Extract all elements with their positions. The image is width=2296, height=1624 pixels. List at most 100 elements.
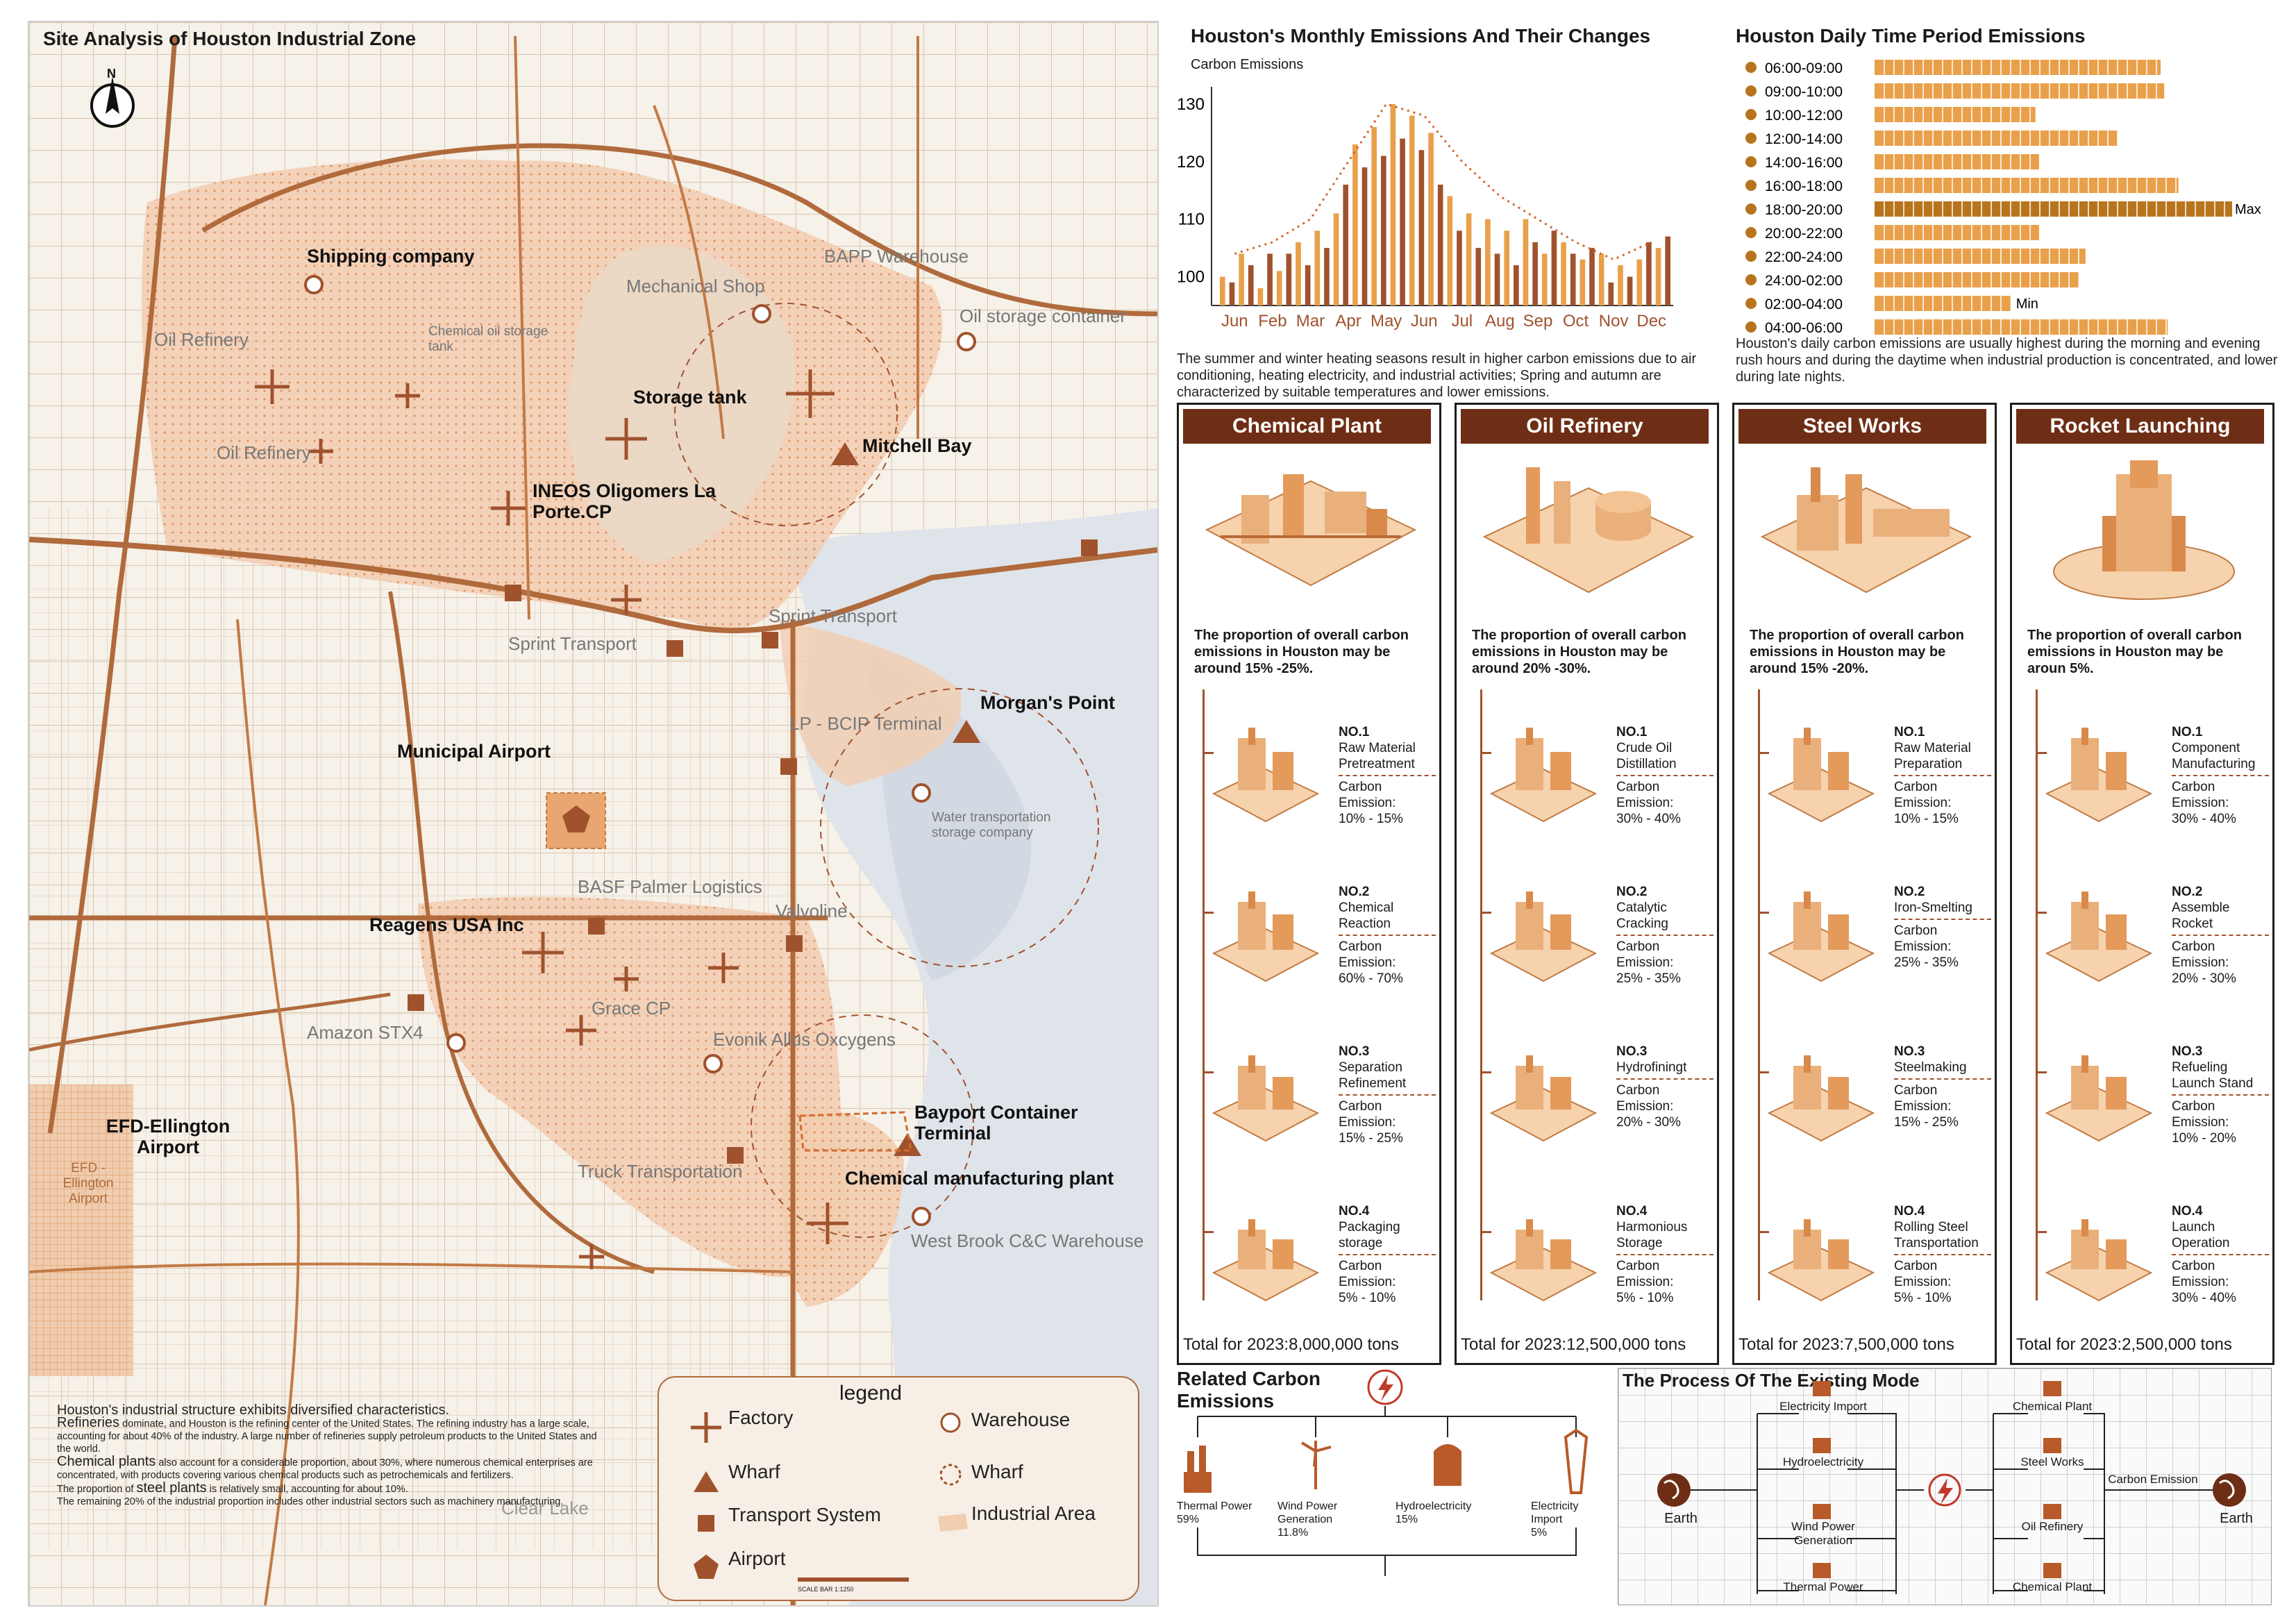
step-emission-label: Carbon Emission: bbox=[1616, 1259, 1674, 1289]
step-divider bbox=[1339, 935, 1436, 936]
monthly-x-tick: Jul bbox=[1451, 312, 1473, 330]
monthly-bar bbox=[1428, 133, 1434, 305]
label-municipal: Municipal Airport bbox=[397, 741, 551, 762]
monthly-x-tick: Feb bbox=[1258, 312, 1287, 330]
step-number: NO.2 bbox=[1894, 885, 1925, 899]
step-emission-value: 60% - 70% bbox=[1339, 971, 1403, 986]
process-left-node-0: Electricity Import bbox=[1779, 1400, 1867, 1413]
step-emission-label: Carbon Emission: bbox=[2172, 1259, 2229, 1289]
monthly-bar bbox=[1618, 265, 1623, 305]
related-item-0: Thermal Power 59% bbox=[1177, 1500, 1260, 1526]
step-emission-value: 30% - 40% bbox=[1616, 812, 1681, 826]
process-title: The Process Of The Existing Mode bbox=[1623, 1370, 1920, 1391]
process-step: NO.3 Hydrofiningt Carbon Emission: 20% - 30… bbox=[1616, 1044, 1713, 1130]
label-ineos: INEOS Oligomers La Porte.CP bbox=[533, 480, 717, 522]
column-title: Steel Works bbox=[1738, 409, 1986, 444]
step-emission-label: Carbon Emission: bbox=[1616, 939, 1674, 970]
process-left-node-3: Thermal Power bbox=[1783, 1580, 1863, 1593]
step-illustration bbox=[1489, 728, 1598, 823]
daily-title: Houston Daily Time Period Emissions bbox=[1736, 25, 2086, 47]
monthly-bar bbox=[1636, 259, 1643, 305]
monthly-bar bbox=[1314, 231, 1321, 305]
monthly-bar bbox=[1380, 156, 1386, 305]
step-title: Iron-Smelting bbox=[1894, 901, 1972, 915]
related-label: Electricity Import bbox=[1531, 1500, 1579, 1525]
process-diagram bbox=[1657, 1381, 2246, 1594]
monthly-bar bbox=[1239, 253, 1244, 305]
step-divider bbox=[2172, 775, 2269, 776]
monthly-bar bbox=[1390, 103, 1396, 306]
step-emission-label: Carbon Emission: bbox=[1339, 780, 1396, 810]
label-chemmfg: Chemical manufacturing plant bbox=[845, 1168, 1114, 1189]
step-arrow bbox=[1480, 1071, 1491, 1073]
monthly-bar bbox=[1541, 253, 1548, 305]
monthly-title: Houston's Monthly Emissions And Their Ch… bbox=[1191, 25, 1651, 47]
process-step: NO.1 Raw Material Preparation Carbon Emiss… bbox=[1894, 724, 1991, 827]
monthly-x-tick: Sep bbox=[1523, 312, 1553, 330]
daily-bullet bbox=[1745, 274, 1757, 285]
step-arrow bbox=[1480, 1231, 1491, 1233]
column-rocket-launching: Rocket Launching The proportion of overa… bbox=[2010, 403, 2274, 1365]
related-label: Wind Power Generation bbox=[1277, 1500, 1338, 1525]
label-basf: BASF Palmer Logistics bbox=[578, 876, 762, 897]
process-right-node-0: Chemical Plant bbox=[2012, 1400, 2093, 1413]
step-emission-label: Carbon Emission: bbox=[1616, 780, 1674, 810]
site-map: Site Analysis of Houston Industrial Zone… bbox=[28, 21, 1159, 1607]
label-oilstore: Oil storage container bbox=[960, 305, 1126, 326]
daily-label: 24:00-02:00 bbox=[1765, 273, 1843, 289]
label-amazon: Amazon STX4 bbox=[307, 1022, 424, 1043]
label-efd: EFD-Ellington Airport bbox=[106, 1116, 231, 1157]
label-water: Water transportation storage company bbox=[932, 810, 1051, 840]
step-divider bbox=[1894, 1078, 1991, 1080]
note-chem-word: Chemical plants bbox=[57, 1454, 156, 1469]
label-mech: Mechanical Shop bbox=[626, 276, 765, 296]
earth-icon-left bbox=[1657, 1473, 1691, 1507]
step-emission-value: 15% - 25% bbox=[1894, 1115, 1959, 1130]
column-total: Total for 2023:2,500,000 tons bbox=[2016, 1335, 2232, 1354]
step-title: Catalytic Cracking bbox=[1616, 901, 1668, 931]
lightning-icon bbox=[1367, 1369, 1403, 1405]
monthly-bar bbox=[1305, 265, 1311, 305]
legend-wharf-tri: Wharf bbox=[728, 1461, 780, 1482]
monthly-bar bbox=[1485, 219, 1491, 305]
column-title: Rocket Launching bbox=[2016, 409, 2264, 444]
monthly-bar bbox=[1551, 231, 1557, 305]
process-step: NO.4 Harmonious Storage Carbon Emission: 5%… bbox=[1616, 1203, 1713, 1306]
process-right-node-2: Oil Refinery bbox=[2021, 1520, 2084, 1533]
step-number: NO.3 bbox=[1894, 1044, 1925, 1059]
step-title: Crude Oil Distillation bbox=[1616, 741, 1677, 771]
monthly-bar bbox=[1409, 115, 1415, 305]
monthly-y-tick: 110 bbox=[1178, 210, 1205, 229]
process-step: NO.4 Rolling Steel Transportation Carbon E… bbox=[1894, 1203, 1991, 1306]
legend-warehouse: Warehouse bbox=[971, 1409, 1071, 1430]
process-step: NO.3 Steelmaking Carbon Emission: 15% - 25% bbox=[1894, 1044, 1991, 1130]
daily-bar bbox=[1875, 154, 2039, 169]
related-item-1: Wind Power Generation 11.8% bbox=[1277, 1500, 1368, 1539]
related-pct: 11.8% bbox=[1277, 1527, 1309, 1539]
daily-bar bbox=[1875, 107, 2036, 122]
column-proportion: The proportion of overall carbon emissio… bbox=[1194, 628, 1409, 676]
process-step: NO.3 Separation Refinement Carbon Emission… bbox=[1339, 1044, 1436, 1146]
label-westbrook: West Brook C&C Warehouse bbox=[911, 1230, 1144, 1251]
monthly-y-tick: 120 bbox=[1177, 153, 1205, 171]
map-note: Houston's industrial structure exhibits … bbox=[57, 1403, 612, 1508]
monthly-bar bbox=[1286, 253, 1292, 305]
daily-bar bbox=[1875, 249, 2086, 264]
label-sprint1: Sprint Transport bbox=[769, 605, 897, 626]
step-illustration bbox=[2045, 1055, 2153, 1142]
step-divider bbox=[1616, 1078, 1713, 1080]
step-emission-label: Carbon Emission: bbox=[1616, 1083, 1674, 1114]
daily-label: 18:00-20:00 bbox=[1765, 202, 1843, 218]
process-line bbox=[1203, 689, 1205, 1300]
step-emission-label: Carbon Emission: bbox=[2172, 1099, 2229, 1130]
step-emission-label: Carbon Emission: bbox=[1339, 1099, 1396, 1130]
related-icons bbox=[1184, 1428, 1589, 1494]
earth-icon-right bbox=[2213, 1473, 2246, 1507]
daily-bar bbox=[1875, 83, 2165, 99]
step-divider bbox=[1616, 1254, 1713, 1255]
step-title: Rolling Steel Transportation bbox=[1894, 1220, 1979, 1250]
step-illustration bbox=[1767, 1055, 1875, 1142]
step-emission-value: 5% - 10% bbox=[1339, 1291, 1396, 1305]
step-emission-value: 30% - 40% bbox=[2172, 1291, 2236, 1305]
note-chem-text: also account for a considerable proporti… bbox=[57, 1457, 593, 1481]
